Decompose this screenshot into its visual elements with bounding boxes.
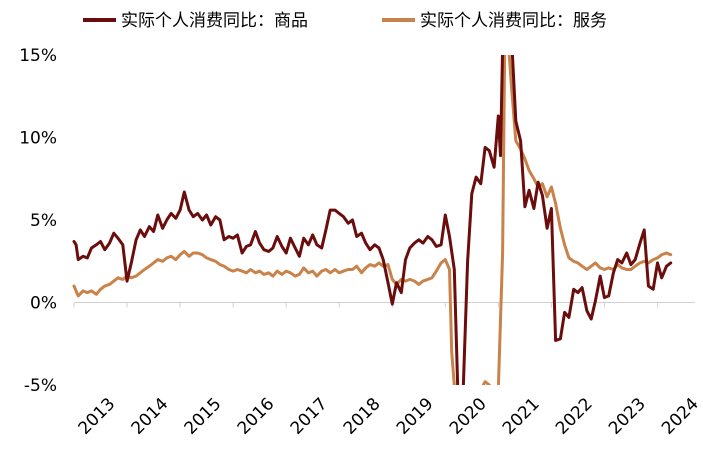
legend-label-services: 实际个人消费同比：服务 [420, 11, 607, 31]
legend-label-goods: 实际个人消费同比：商品 [121, 11, 308, 31]
series-line-goods [72, 55, 673, 385]
x-tick-label: 2020 [446, 394, 491, 439]
x-tick-label: 2018 [340, 394, 385, 439]
legend: 实际个人消费同比：商品 实际个人消费同比：服务 [83, 11, 607, 31]
y-tick-label: 15% [19, 46, 57, 66]
x-tick-label: 2015 [181, 394, 226, 439]
series-line-services [72, 55, 673, 385]
x-tick-label: 2017 [287, 394, 332, 439]
x-tick-label: 2019 [393, 394, 438, 439]
x-tick-label: 2023 [605, 394, 650, 439]
x-tick-label: 2013 [75, 394, 120, 439]
plot-area [72, 55, 673, 385]
y-tick-label: 5% [30, 211, 57, 231]
x-tick-label: 2016 [234, 394, 279, 439]
y-tick-label: -5% [24, 376, 57, 396]
x-tick-label: 2022 [552, 394, 597, 439]
x-tick-label: 2014 [128, 394, 173, 439]
y-axis: 15% 10% 5% 0% -5% [19, 46, 57, 396]
x-axis: 2013 2014 2015 2016 2017 2018 2019 2020 2021 2022… [73, 302, 703, 439]
x-tick-label: 2021 [499, 394, 544, 439]
x-tick-label: 2024 [658, 394, 703, 439]
y-tick-label: 10% [19, 129, 57, 149]
y-tick-label: 0% [30, 294, 57, 314]
